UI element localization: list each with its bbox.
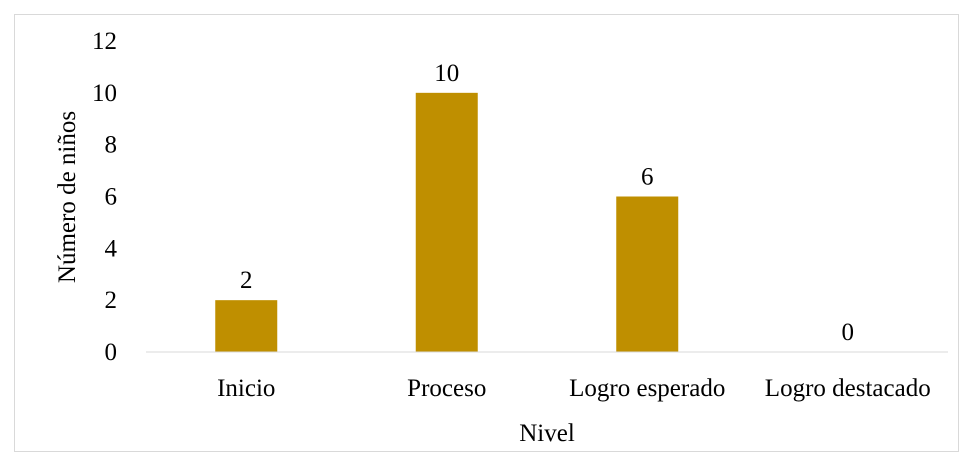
y-tick-label: 12 — [92, 28, 117, 55]
data-label: 0 — [842, 319, 855, 346]
y-axis-ticks: 0 2 4 6 8 10 12 — [92, 28, 118, 366]
y-axis-title: Número de niños — [54, 111, 81, 283]
x-axis-title: Nivel — [519, 420, 575, 447]
y-tick-label: 4 — [105, 235, 118, 262]
y-tick-label: 2 — [105, 287, 118, 314]
category-label: Inicio — [217, 375, 275, 402]
data-label: 6 — [641, 164, 654, 191]
x-axis-categories: Inicio Proceso Logro esperado Logro destaca… — [217, 375, 931, 402]
category-label: Logro destacado — [765, 375, 931, 402]
bars — [215, 92, 679, 352]
data-labels: 2 10 6 0 — [240, 60, 854, 346]
data-label: 10 — [434, 60, 459, 87]
bar — [616, 196, 679, 352]
category-label: Logro esperado — [569, 375, 725, 402]
y-tick-label: 6 — [105, 184, 118, 211]
y-tick-label: 0 — [105, 339, 118, 366]
y-tick-label: 10 — [92, 80, 117, 107]
category-label: Proceso — [407, 375, 486, 402]
bar — [215, 300, 278, 352]
data-label: 2 — [240, 267, 253, 294]
y-tick-label: 8 — [105, 132, 118, 159]
chart-frame — [14, 14, 959, 452]
bar — [415, 92, 478, 352]
